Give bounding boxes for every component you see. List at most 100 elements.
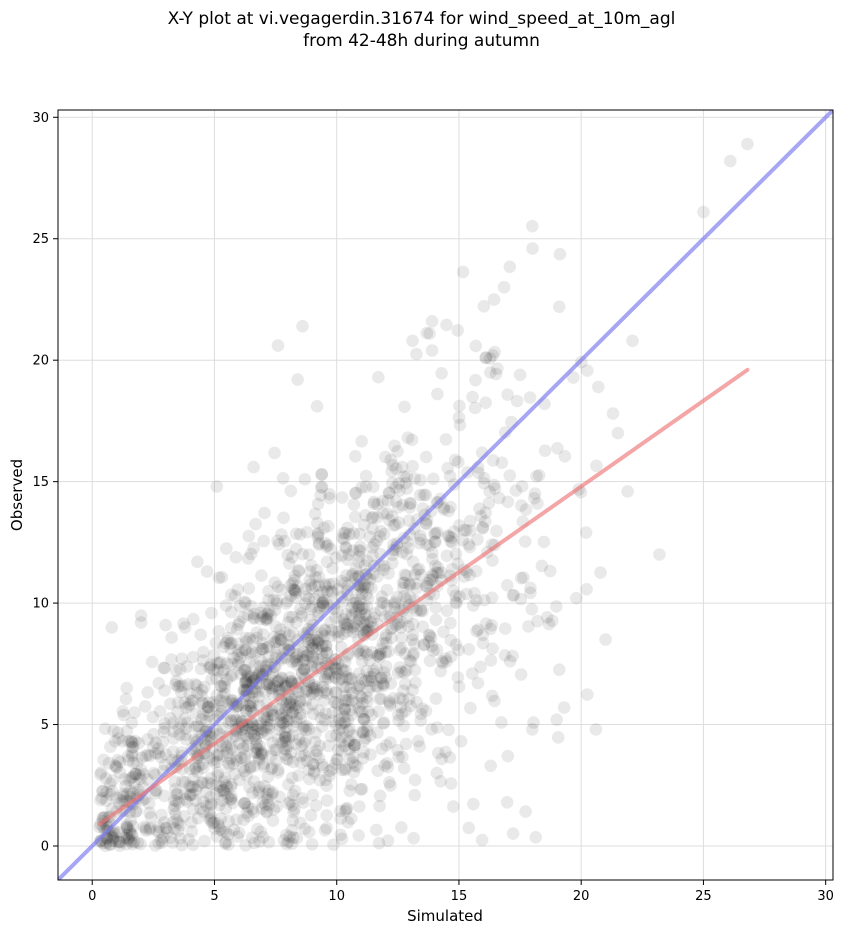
data-point [473, 502, 486, 515]
data-point [365, 581, 378, 595]
data-point [294, 756, 308, 770]
data-point [408, 788, 422, 802]
data-point [239, 596, 252, 610]
data-point [134, 837, 147, 851]
data-point [279, 742, 293, 756]
data-point [302, 746, 316, 759]
data-point [545, 614, 559, 628]
data-point [382, 645, 395, 658]
data-point [356, 644, 370, 657]
data-point [103, 837, 117, 851]
data-point [373, 692, 386, 706]
data-point [311, 528, 325, 541]
data-point [241, 739, 254, 752]
data-point [382, 486, 396, 499]
data-point [542, 617, 556, 631]
data-point [224, 714, 238, 728]
data-point [279, 748, 292, 762]
data-point [286, 798, 299, 812]
data-point [191, 555, 204, 569]
data-point [352, 667, 366, 680]
data-point [514, 592, 528, 606]
data-point [253, 835, 266, 848]
data-point [195, 776, 209, 789]
data-point [406, 683, 419, 697]
data-point [299, 597, 312, 610]
data-point [290, 654, 303, 668]
data-point [328, 611, 342, 624]
data-point [166, 745, 180, 758]
data-point [410, 604, 424, 617]
data-point [282, 700, 296, 714]
data-point [260, 710, 274, 724]
data-point [202, 709, 216, 722]
data-point [297, 663, 311, 676]
data-point [358, 578, 371, 591]
data-point [476, 636, 490, 650]
data-point [411, 513, 424, 526]
x-tick-label: 10 [328, 889, 345, 904]
data-point [190, 765, 204, 779]
data-point [400, 569, 413, 582]
data-point [178, 712, 192, 725]
data-point [226, 796, 239, 810]
data-point [306, 758, 320, 771]
data-point [222, 760, 236, 773]
data-point [359, 612, 372, 626]
data-point [306, 650, 319, 663]
data-point [315, 647, 329, 660]
data-point [232, 826, 246, 840]
data-point [279, 734, 292, 748]
data-point [419, 517, 433, 531]
data-point [287, 654, 301, 668]
data-point [367, 495, 381, 509]
data-point [238, 753, 252, 766]
data-point [224, 588, 238, 601]
data-point [240, 729, 253, 743]
data-point [179, 722, 192, 735]
data-point [268, 603, 282, 617]
data-point [338, 710, 351, 723]
data-point [358, 618, 372, 631]
data-point [166, 836, 179, 849]
data-point [210, 480, 224, 493]
data-point [361, 580, 375, 594]
data-point [332, 630, 345, 644]
data-point [311, 630, 324, 643]
data-point [292, 564, 306, 577]
data-point [390, 590, 404, 604]
data-point [518, 535, 532, 548]
data-point [181, 716, 194, 729]
y-tick-label: 0 [41, 839, 49, 854]
data-point [348, 759, 362, 772]
data-point [350, 619, 364, 633]
data-point [357, 712, 371, 726]
data-point [297, 736, 310, 750]
data-point [267, 679, 281, 692]
data-point [281, 739, 295, 753]
data-point [320, 646, 334, 659]
data-point [256, 642, 269, 656]
data-point [400, 482, 414, 495]
data-point [164, 831, 178, 845]
data-point [471, 623, 485, 636]
data-point [363, 654, 377, 667]
data-point [397, 762, 411, 775]
data-point [321, 671, 335, 685]
data-point [331, 743, 345, 757]
data-point [430, 721, 444, 734]
data-point [316, 680, 330, 694]
data-point [200, 799, 213, 812]
data-point [341, 588, 355, 602]
data-point [104, 788, 117, 801]
data-point [284, 795, 297, 808]
data-point [296, 650, 310, 664]
data-point [435, 654, 449, 668]
data-point [550, 600, 563, 613]
data-point [233, 599, 247, 613]
data-point [274, 719, 287, 733]
data-point [396, 546, 409, 559]
data-point [451, 671, 465, 684]
data-point [280, 720, 293, 734]
data-point [261, 612, 275, 625]
